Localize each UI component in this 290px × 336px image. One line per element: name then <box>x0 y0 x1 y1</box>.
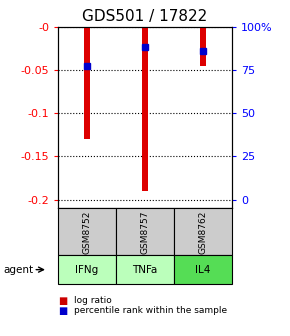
Text: TNFa: TNFa <box>132 265 158 275</box>
Text: ■: ■ <box>58 296 67 306</box>
Bar <box>200 27 206 66</box>
Text: GSM8752: GSM8752 <box>82 210 92 254</box>
Text: percentile rank within the sample: percentile rank within the sample <box>74 306 227 315</box>
Text: ■: ■ <box>58 306 67 316</box>
Text: GSM8762: GSM8762 <box>198 210 208 254</box>
Text: agent: agent <box>3 265 33 275</box>
Title: GDS501 / 17822: GDS501 / 17822 <box>82 9 208 24</box>
Text: IFNg: IFNg <box>75 265 99 275</box>
Bar <box>142 27 148 191</box>
Text: log ratio: log ratio <box>74 296 112 305</box>
Text: IL4: IL4 <box>195 265 211 275</box>
Bar <box>84 27 90 139</box>
Text: GSM8757: GSM8757 <box>140 210 150 254</box>
